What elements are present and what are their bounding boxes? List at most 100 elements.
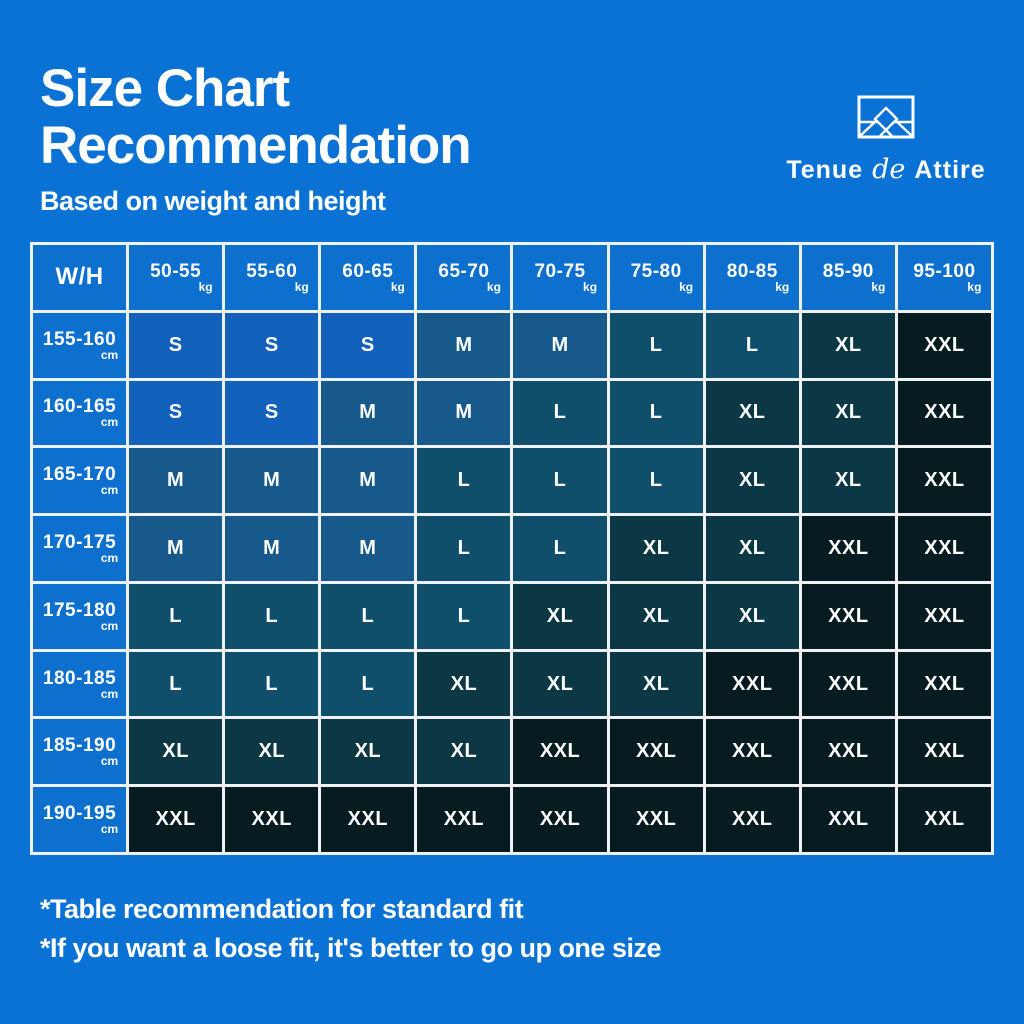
size-cell: XXL: [705, 787, 799, 852]
height-unit-label: cm: [100, 550, 119, 565]
size-cell: XL: [801, 312, 895, 378]
size-cell: XL: [417, 719, 511, 785]
size-cell: XXL: [897, 719, 991, 785]
height-range-label: 170-175: [42, 531, 117, 553]
weight-unit-label: kg: [679, 279, 694, 294]
size-cell: XXL: [321, 787, 415, 852]
weight-header-cell: 65-70 kg: [417, 245, 511, 310]
size-cell: XXL: [801, 651, 895, 717]
height-unit-label: cm: [100, 347, 119, 362]
height-row-label-cell: 165-170 cm: [33, 448, 127, 514]
height-row-label-cell: 170-175 cm: [33, 516, 127, 581]
weight-range-label: 65-70: [438, 260, 490, 282]
height-unit-label: cm: [100, 415, 119, 430]
height-range-label: 165-170: [42, 464, 117, 486]
size-cell: XL: [801, 448, 895, 514]
size-cell: XL: [705, 380, 799, 446]
page-subtitle: Based on weight and height: [40, 186, 386, 216]
height-row-label-cell: 180-185 cm: [33, 651, 127, 717]
size-cell: XXL: [609, 719, 703, 785]
size-cell: XXL: [705, 719, 799, 785]
size-cell: XXL: [897, 651, 991, 717]
weight-range-label: 95-100: [913, 260, 976, 282]
size-cell: XL: [705, 583, 799, 649]
weight-unit-label: kg: [871, 279, 886, 294]
weight-header-cell: 85-90 kg: [801, 245, 895, 310]
weight-header-cell: 55-60 kg: [225, 245, 319, 310]
size-cell: L: [321, 583, 415, 649]
size-cell: XXL: [897, 787, 991, 852]
size-cell: XL: [705, 516, 799, 581]
size-cell: L: [513, 516, 607, 581]
size-cell: L: [417, 583, 511, 649]
size-cell: L: [513, 380, 607, 446]
size-cell: M: [225, 448, 319, 514]
size-cell: XL: [513, 583, 607, 649]
size-cell: XXL: [897, 448, 991, 514]
size-cell: XXL: [801, 516, 895, 581]
size-cell: L: [705, 312, 799, 378]
size-chart-table: W/H 50-55 kg 55-60 kg 60-65 kg 65-70 kg 70-75 kg 75…: [30, 242, 994, 855]
weight-unit-label: kg: [198, 279, 213, 294]
size-cell: M: [321, 380, 415, 446]
height-unit-label: cm: [100, 754, 119, 769]
weight-range-label: 75-80: [630, 260, 682, 282]
footnote-loose-fit: *If you want a loose fit, it's better to…: [40, 933, 661, 963]
height-range-label: 190-195: [42, 803, 117, 825]
weight-unit-label: kg: [390, 279, 405, 294]
brand-name: Tenue de Attire: [786, 154, 985, 185]
size-cell: XL: [609, 583, 703, 649]
size-cell: XXL: [129, 787, 223, 852]
height-unit-label: cm: [100, 822, 119, 837]
weight-header-cell: 95-100 kg: [897, 245, 991, 310]
brand-name-tenue: Tenue: [786, 156, 864, 184]
weight-header-cell: 75-80 kg: [609, 245, 703, 310]
weight-range-label: 85-90: [822, 260, 874, 282]
size-cell: M: [417, 312, 511, 378]
size-cell: M: [513, 312, 607, 378]
weight-unit-label: kg: [967, 279, 982, 294]
brand-name-attire: Attire: [914, 156, 986, 184]
size-cell: M: [129, 448, 223, 514]
size-cell: XXL: [705, 651, 799, 717]
size-cell: XXL: [897, 312, 991, 378]
height-range-label: 160-165: [42, 396, 117, 418]
size-cell: L: [609, 448, 703, 514]
size-cell: XL: [225, 719, 319, 785]
brand-name-de: de: [872, 154, 906, 185]
size-cell: S: [225, 312, 319, 378]
header-block: Size Chart Recommendation Based on weigh…: [40, 60, 472, 217]
size-cell: XL: [417, 651, 511, 717]
size-cell: L: [225, 651, 319, 717]
size-cell: M: [225, 516, 319, 581]
size-cell: XXL: [801, 719, 895, 785]
height-row-label-cell: 190-195 cm: [33, 787, 127, 852]
size-cell: M: [129, 516, 223, 581]
weight-unit-label: kg: [583, 279, 598, 294]
size-cell: L: [513, 448, 607, 514]
size-cell: L: [609, 312, 703, 378]
size-cell: M: [417, 380, 511, 446]
size-cell: S: [225, 380, 319, 446]
size-cell: L: [609, 380, 703, 446]
weight-range-label: 80-85: [726, 260, 778, 282]
size-cell: XL: [609, 651, 703, 717]
height-unit-label: cm: [100, 618, 119, 633]
height-row-label-cell: 185-190 cm: [33, 719, 127, 785]
footnote-standard-fit: *Table recommendation for standard fit: [40, 894, 524, 924]
size-cell: S: [129, 380, 223, 446]
weight-range-label: 60-65: [342, 260, 394, 282]
size-cell: XL: [705, 448, 799, 514]
size-cell: XXL: [801, 583, 895, 649]
size-cell: XXL: [897, 583, 991, 649]
size-cell: XXL: [609, 787, 703, 852]
footnotes: *Table recommendation for standard fit *…: [40, 890, 661, 968]
size-cell: XL: [513, 651, 607, 717]
height-unit-label: cm: [100, 686, 119, 701]
height-range-label: 180-185: [42, 667, 117, 689]
mountain-diamond-frame-icon: [856, 95, 916, 146]
size-cell: XXL: [417, 787, 511, 852]
size-cell: S: [321, 312, 415, 378]
weight-unit-label: kg: [775, 279, 790, 294]
